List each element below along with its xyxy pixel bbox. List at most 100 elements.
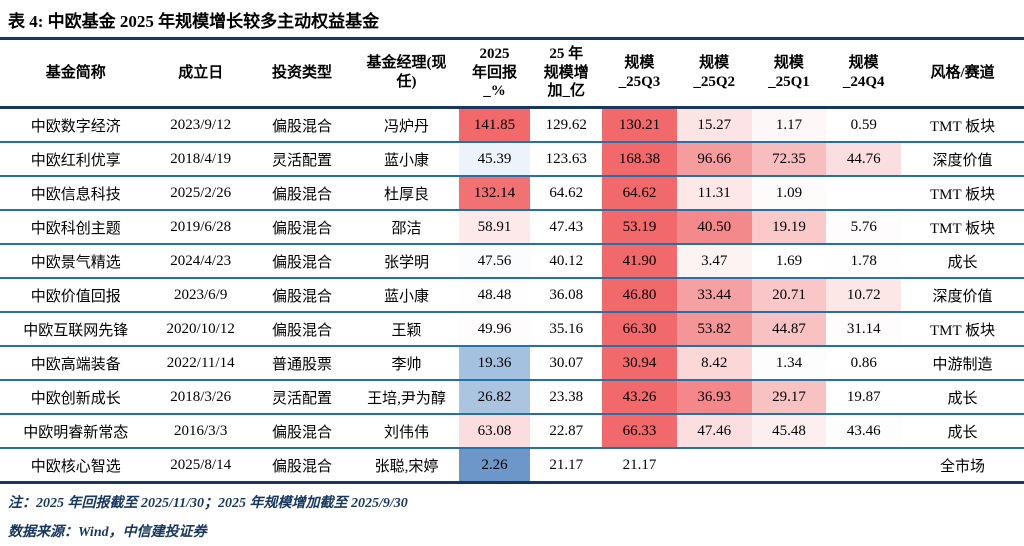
cell-q3: 21.17 [602,448,677,483]
cell-type: 偏股混合 [272,118,333,135]
cell-q3: 46.80 [602,278,677,312]
cell-q2: 47.46 [676,414,752,448]
cell-q1: 1.69 [751,244,827,278]
cell-name: 中欧景气精选 [30,254,121,271]
cell-q3: 41.90 [602,244,677,278]
cell-q1: 29.17 [751,380,827,414]
cell-date: 2024/4/23 [170,252,232,269]
note-line: 数据来源：Wind，中信建投证券 [8,525,207,540]
table-body: 中欧数字经济 2023/9/12 偏股混合 冯炉丹 141.85 129.62 130.21… [0,107,1024,483]
cell-q4: 43.46 [826,414,902,448]
cell-type: 偏股混合 [272,322,333,339]
table-row: 中欧价值回报 2023/6/9 偏股混合 蓝小康 48.48 36.08 46.80 33.4… [0,278,1024,312]
cell-style: TMT 板块 [929,118,996,135]
cell-q2 [676,448,752,483]
cell-date: 2018/3/26 [170,388,232,405]
cell-q2: 36.93 [676,380,752,414]
cell-name: 中欧高端装备 [30,356,121,373]
cell-q4: 0.86 [826,346,902,380]
cell-date: 2018/4/19 [170,150,232,167]
column-header-name: 基金简称 [45,64,106,81]
cell-q4: 1.78 [826,244,902,278]
cell-ret: 63.08 [458,414,531,448]
cell-q1: 19.19 [751,210,827,244]
cell-q2: 8.42 [676,346,752,380]
cell-ret: 45.39 [458,142,531,176]
table-row: 中欧数字经济 2023/9/12 偏股混合 冯炉丹 141.85 129.62 130.21… [0,107,1024,142]
table-header: 基金简称 成立日 投资类型 基金经理(现 任) 2025 年回报 _% 25 年 规模增 … [0,39,1024,108]
column-header-add: 25 年 规模增 加_亿 [543,45,589,100]
cell-q2: 96.66 [676,142,752,176]
cell-ret: 132.14 [458,176,531,210]
cell-ret: 2.26 [458,448,531,483]
cell-ret: 58.91 [458,210,531,244]
cell-type: 偏股混合 [272,458,333,475]
cell-q3: 66.30 [602,312,677,346]
cell-q2: 33.44 [676,278,752,312]
header-row: 基金简称 成立日 投资类型 基金经理(现 任) 2025 年回报 _% 25 年 规模增 … [0,39,1024,108]
cell-q4: 0.59 [826,107,902,142]
footnotes: 注：2025 年回报截至 2025/11/30；2025 年规模增加截至 202… [0,484,1024,541]
cell-manager: 刘伟伟 [383,424,429,441]
cell-add: 21.17 [549,456,584,473]
cell-q4: 19.87 [826,380,902,414]
cell-date: 2016/3/3 [174,422,228,439]
cell-ret: 26.82 [458,380,531,414]
cell-manager: 李帅 [391,356,422,373]
cell-manager: 邵洁 [391,220,422,237]
cell-style: TMT 板块 [929,186,996,203]
cell-q4: 44.76 [826,142,902,176]
cell-style: 深度价值 [932,152,993,169]
cell-q2: 11.31 [676,176,752,210]
cell-ret: 47.56 [458,244,531,278]
cell-add: 40.12 [549,252,584,269]
cell-add: 129.62 [545,116,587,133]
cell-add: 23.38 [549,388,584,405]
cell-date: 2022/11/14 [166,354,235,371]
column-header-date: 成立日 [178,64,224,81]
cell-type: 偏股混合 [272,254,333,271]
cell-date: 2025/2/26 [170,184,232,201]
cell-style: 中游制造 [932,356,993,373]
cell-q4 [826,448,902,483]
cell-type: 灵活配置 [272,390,333,407]
cell-q1: 1.09 [751,176,827,210]
cell-q3: 53.19 [602,210,677,244]
cell-q3: 64.62 [602,176,677,210]
cell-type: 灵活配置 [272,152,333,169]
cell-manager: 王颖 [391,322,422,339]
column-header-q4: 规模 _24Q4 [842,55,885,90]
cell-q2: 40.50 [676,210,752,244]
cell-add: 36.08 [549,286,584,303]
table-row: 中欧明睿新常态 2016/3/3 偏股混合 刘伟伟 63.08 22.87 66.33 47.… [0,414,1024,448]
cell-name: 中欧红利优享 [30,152,121,169]
cell-type: 偏股混合 [272,424,333,441]
cell-q3: 66.33 [602,414,677,448]
cell-type: 偏股混合 [272,288,333,305]
table-row: 中欧科创主题 2019/6/28 偏股混合 邵洁 58.91 47.43 53.19 40.5… [0,210,1024,244]
column-header-ret: 2025 年回报 _% [472,45,518,100]
cell-q4 [826,176,902,210]
cell-q1: 45.48 [751,414,827,448]
cell-q3: 30.94 [602,346,677,380]
cell-name: 中欧创新成长 [30,390,121,407]
note-line: 注：2025 年回报截至 2025/11/30；2025 年规模增加截至 202… [8,496,408,511]
cell-ret: 49.96 [458,312,531,346]
cell-manager: 杜厚良 [383,186,429,203]
table-title: 表 4: 中欧基金 2025 年规模增长较多主动权益基金 [8,12,380,31]
cell-q2: 15.27 [676,107,752,142]
table-row: 中欧高端装备 2022/11/14 普通股票 李帅 19.36 30.07 30.94 8.4… [0,346,1024,380]
cell-add: 35.16 [549,320,584,337]
cell-name: 中欧核心智选 [30,458,121,475]
cell-q4: 31.14 [826,312,902,346]
table-row: 中欧景气精选 2024/4/23 偏股混合 张学明 47.56 40.12 41.90 3.4… [0,244,1024,278]
column-header-q2: 规模 _25Q2 [693,55,736,90]
cell-q4: 10.72 [826,278,902,312]
table-row: 中欧红利优享 2018/4/19 灵活配置 蓝小康 45.39 123.63 168.38 9… [0,142,1024,176]
column-header-q3: 规模 _25Q3 [618,55,661,90]
cell-date: 2020/10/12 [166,320,235,337]
table-row: 中欧创新成长 2018/3/26 灵活配置 王培,尹为醇 26.82 23.38 43.26… [0,380,1024,414]
column-header-style: 风格/赛道 [930,64,995,81]
cell-ret: 141.85 [458,107,531,142]
